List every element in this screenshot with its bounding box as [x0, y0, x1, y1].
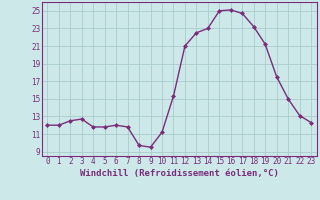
X-axis label: Windchill (Refroidissement éolien,°C): Windchill (Refroidissement éolien,°C): [80, 169, 279, 178]
